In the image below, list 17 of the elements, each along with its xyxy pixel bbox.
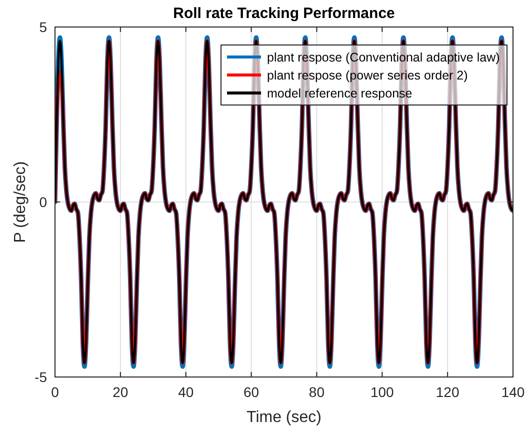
x-tick-label: 20 xyxy=(112,384,128,400)
legend-label: plant respose (power series order 2) xyxy=(267,68,468,82)
x-tick-label: 140 xyxy=(501,384,525,400)
x-axis-title: Time (sec) xyxy=(246,409,322,426)
y-tick-label: 0 xyxy=(39,194,48,210)
legend-label: plant respose (Conventional adaptive law) xyxy=(267,50,500,64)
y-tick-label: -5 xyxy=(34,368,48,385)
x-tick-label: 60 xyxy=(243,384,260,400)
legend-label: model reference response xyxy=(267,86,412,100)
x-tick-label: 120 xyxy=(436,384,460,400)
x-tick-label: 100 xyxy=(370,384,394,400)
y-tick-label: 5 xyxy=(39,18,48,35)
x-tick-label: 0 xyxy=(51,384,60,400)
x-tick-label: 80 xyxy=(308,384,325,400)
x-tick-label: 40 xyxy=(178,384,194,400)
y-axis-title: P (deg/sec) xyxy=(12,161,29,243)
chart-title: Roll rate Tracking Performance xyxy=(173,5,395,22)
